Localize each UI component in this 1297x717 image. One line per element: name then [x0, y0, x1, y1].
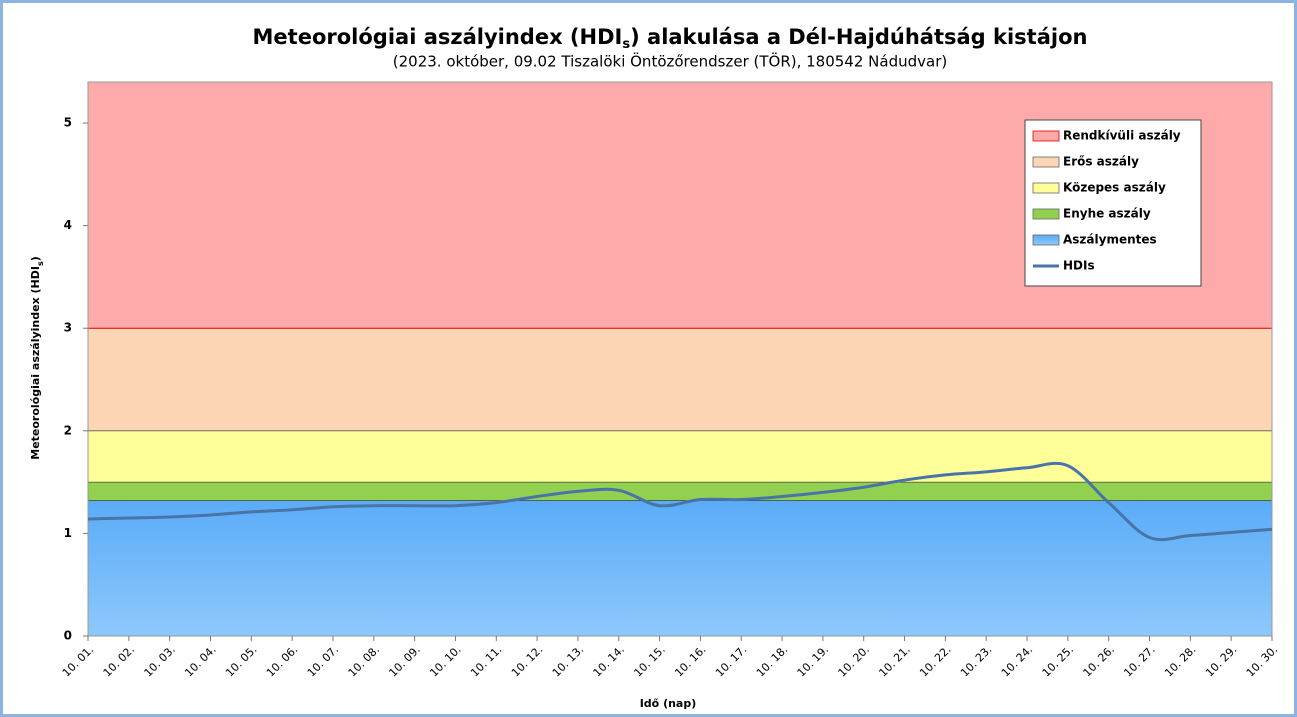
- chart-subtitle: (2023. október, 09.02 Tiszalöki Öntözőre…: [393, 52, 947, 71]
- band: [87, 500, 1273, 637]
- band: [87, 430, 1273, 483]
- y-tick-label: 1: [64, 526, 72, 540]
- plot-border: [87, 81, 1273, 637]
- x-axis-title: Idő (nap): [640, 697, 697, 710]
- y-tick-label: 2: [64, 423, 72, 437]
- y-tick-label: 3: [64, 321, 72, 335]
- legend-swatch: [1032, 182, 1060, 194]
- data-line: [87, 461, 1273, 542]
- legend-label: Közepes aszály: [1063, 181, 1166, 195]
- legend-swatch: [1032, 130, 1060, 142]
- legend-swatch: [1032, 208, 1060, 220]
- y-tick-label: 0: [64, 629, 72, 643]
- legend-label: Aszálymentes: [1063, 233, 1157, 247]
- legend-label: HDIs: [1063, 259, 1095, 273]
- band: [87, 327, 1273, 432]
- legend-label: Enyhe aszály: [1063, 207, 1151, 221]
- y-axis-title: Meteorológiai aszályindex (HDIs): [29, 256, 45, 460]
- legend-swatch: [1032, 156, 1060, 168]
- legend-swatch: [1032, 234, 1060, 246]
- legend-label: Rendkívüli aszály: [1063, 129, 1181, 143]
- y-tick-label: 4: [64, 218, 72, 232]
- y-tick-label: 5: [64, 116, 72, 130]
- band: [87, 481, 1273, 501]
- legend-label: Erős aszály: [1063, 155, 1139, 169]
- chart-title: Meteorológiai aszályindex (HDIs) alakulá…: [253, 25, 1088, 52]
- legend: [1024, 119, 1202, 287]
